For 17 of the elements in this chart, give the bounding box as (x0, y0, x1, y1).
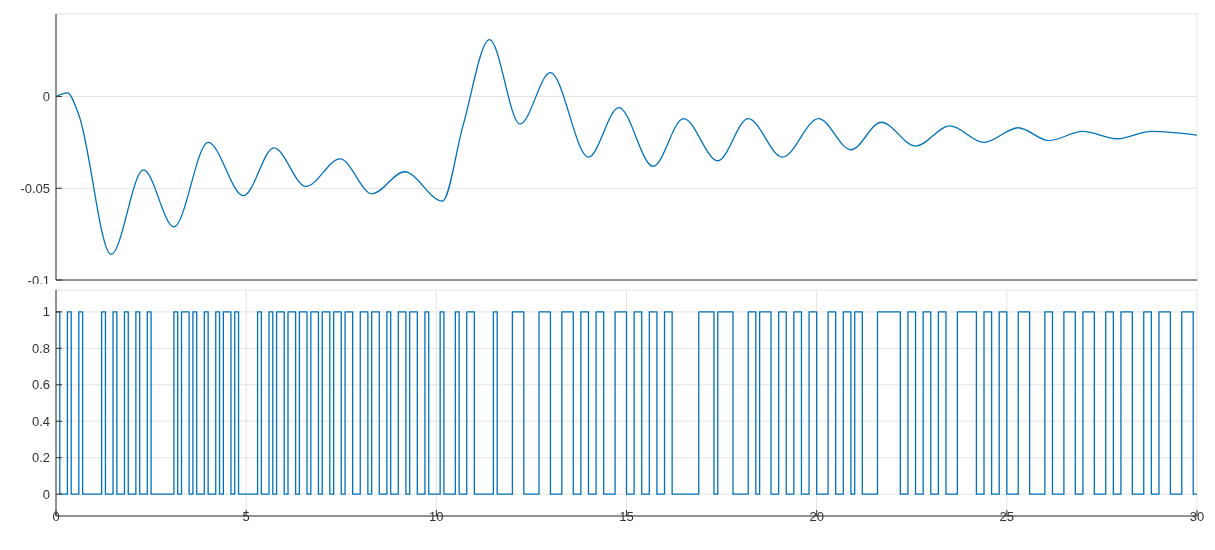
x-tick-label: 0 (52, 509, 60, 525)
y-tick-label: 0.4 (31, 413, 50, 429)
x-tick-label: 20 (809, 509, 824, 525)
x-tick-label: 5 (242, 509, 250, 525)
x-tick-label: 10 (429, 509, 444, 525)
y-tick-label: 0 (42, 89, 50, 105)
y-tick-label: 1 (42, 304, 50, 320)
x-tick-label: 15 (619, 509, 634, 525)
y-tick-label: 0 (42, 486, 50, 502)
y-tick-label: -0.05 (20, 180, 50, 196)
y-tick-label: -0.1 (27, 272, 50, 288)
y-tick-label: 0.6 (31, 377, 50, 393)
x-tick-label: 25 (999, 509, 1015, 525)
x-tick-label: 30 (1189, 509, 1205, 525)
line-series (56, 39, 1197, 255)
y-tick-label: 0.2 (31, 450, 50, 466)
y-tick-label: 0.8 (31, 340, 50, 356)
